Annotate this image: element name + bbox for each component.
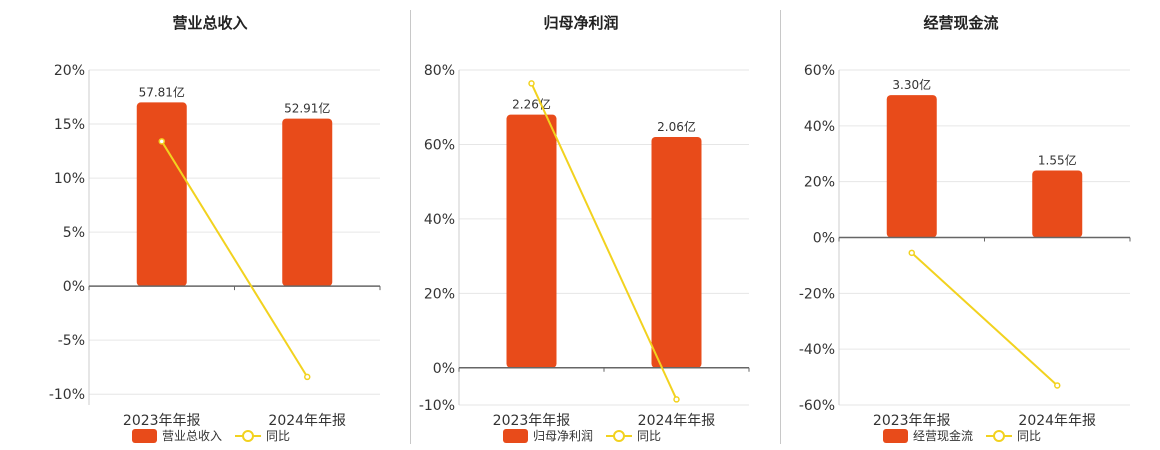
yoy-point bbox=[673, 396, 680, 403]
bar-value-label: 2.06亿 bbox=[657, 119, 696, 134]
x-tick-label: 2024年年报 bbox=[1018, 413, 1096, 429]
x-tick-label: 2023年年报 bbox=[493, 413, 571, 429]
bar bbox=[282, 118, 333, 287]
bar bbox=[136, 102, 187, 287]
y-tick-label: 0% bbox=[813, 231, 835, 247]
bar bbox=[886, 95, 937, 238]
legend-line-label: 同比 bbox=[266, 429, 290, 443]
yoy-point bbox=[528, 80, 535, 87]
yoy-point bbox=[158, 138, 165, 145]
x-tick-label: 2023年年报 bbox=[873, 413, 951, 429]
bar-value-label: 57.81亿 bbox=[139, 84, 185, 99]
y-tick-label: 15% bbox=[54, 117, 85, 133]
y-tick-label: -20% bbox=[799, 286, 835, 302]
y-tick-label: -5% bbox=[58, 333, 85, 349]
chart-title: 营业总收入 bbox=[172, 14, 247, 32]
x-tick-label: 2024年年报 bbox=[268, 413, 346, 429]
legend-bar-swatch bbox=[132, 429, 157, 443]
y-tick-label: 40% bbox=[804, 119, 835, 135]
chart-title: 归母净利润 bbox=[543, 14, 618, 32]
revenue-chart: 营业总收入 20% 15% 10% 5% 0% -5% -10% 57.81亿 52.91亿 202… bbox=[49, 14, 381, 443]
y-tick-label: 80% bbox=[424, 63, 455, 79]
y-tick-label: 0% bbox=[63, 279, 85, 295]
y-tick-label: -10% bbox=[49, 387, 85, 403]
y-tick-label: 20% bbox=[804, 175, 835, 191]
yoy-point bbox=[908, 249, 915, 257]
panel-divider bbox=[780, 10, 781, 444]
bar-value-label: 3.30亿 bbox=[892, 77, 931, 92]
legend-bar-label: 经营现金流 bbox=[913, 428, 973, 443]
bar bbox=[651, 137, 702, 368]
yoy-point bbox=[1054, 382, 1061, 389]
y-tick-label: -10% bbox=[419, 398, 455, 414]
y-tick-label: 20% bbox=[54, 63, 85, 79]
yoy-line bbox=[160, 140, 309, 378]
yoy-point bbox=[304, 373, 311, 381]
bar-value-label: 1.55亿 bbox=[1038, 153, 1077, 168]
x-tick-label: 2024年年报 bbox=[638, 413, 716, 429]
legend-line-marker bbox=[613, 430, 625, 442]
net-profit-chart: 归母净利润 80% 60% 40% 20% 0% -10% 2.26亿 2.06亿 2023年年报… bbox=[419, 14, 750, 443]
y-tick-label: 60% bbox=[424, 137, 455, 153]
legend-line-label: 同比 bbox=[1017, 429, 1041, 443]
legend-bar-swatch bbox=[883, 429, 908, 443]
y-tick-label: 0% bbox=[433, 361, 455, 377]
legend-bar-label: 归母净利润 bbox=[533, 429, 593, 443]
y-tick-label: 20% bbox=[424, 286, 455, 302]
legend-bar-swatch bbox=[503, 429, 528, 443]
chart-title: 经营现金流 bbox=[923, 14, 998, 32]
legend-line-label: 同比 bbox=[637, 429, 661, 443]
legend-bar-label: 营业总收入 bbox=[162, 429, 222, 443]
yoy-line bbox=[911, 252, 1058, 387]
bar-value-label: 52.91亿 bbox=[284, 101, 330, 116]
legend-line-marker bbox=[993, 430, 1005, 442]
y-tick-label: 40% bbox=[424, 212, 455, 228]
y-tick-label: -60% bbox=[799, 398, 835, 414]
y-tick-label: 60% bbox=[804, 63, 835, 79]
panel-divider bbox=[410, 10, 411, 444]
bar-value-label: 2.26亿 bbox=[512, 97, 551, 112]
bar bbox=[1032, 170, 1083, 238]
operating-cashflow-chart: 经营现金流 60% 40% 20% 0% -20% -40% -60% 3.30亿 1.55亿 20… bbox=[799, 14, 1131, 443]
y-tick-label: 5% bbox=[63, 225, 85, 241]
y-tick-label: -40% bbox=[799, 342, 835, 358]
bar bbox=[506, 114, 557, 368]
y-tick-label: 10% bbox=[54, 171, 85, 187]
legend-line-marker bbox=[242, 430, 254, 442]
yoy-line bbox=[530, 82, 678, 400]
x-tick-label: 2023年年报 bbox=[123, 413, 201, 429]
